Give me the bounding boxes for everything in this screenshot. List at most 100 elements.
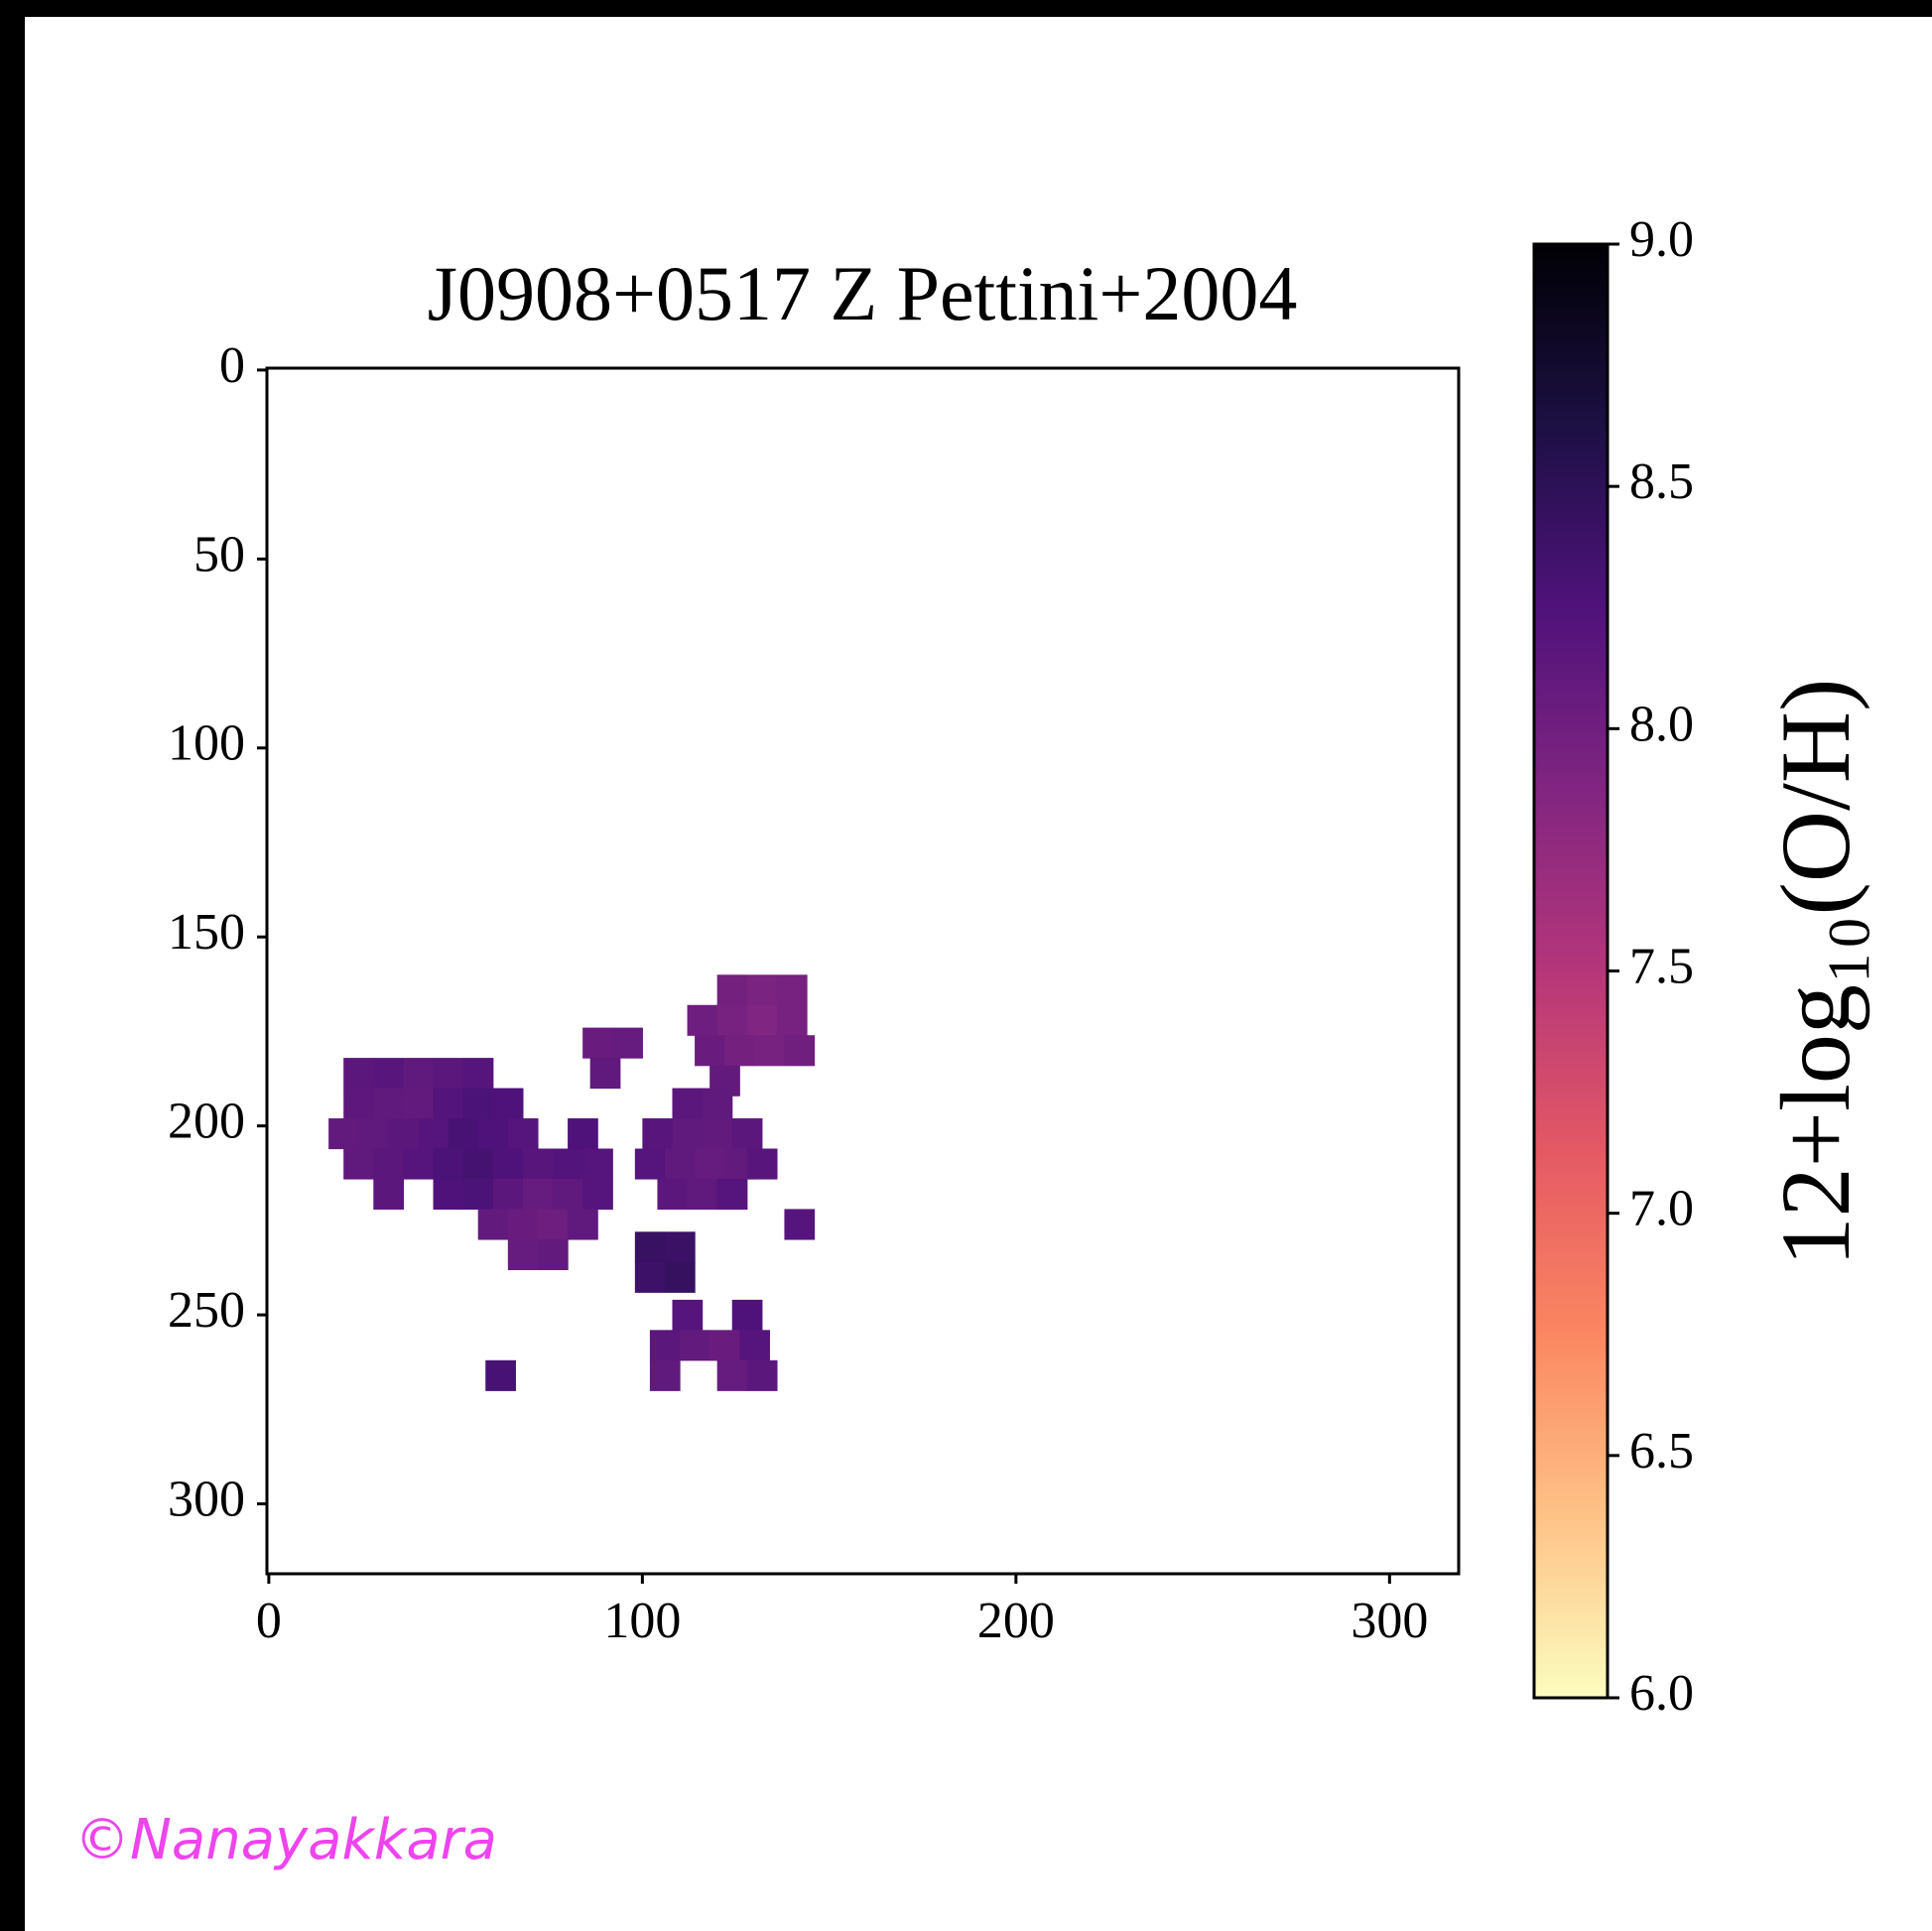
pixel-cell <box>716 974 748 1006</box>
pixel-cell <box>433 1058 464 1090</box>
chart-title: J0908+0517 Z Pettini+2004 <box>428 250 1298 336</box>
pixel-cell <box>477 1209 509 1240</box>
pixel-cell <box>776 1004 808 1036</box>
pixel-cell <box>403 1148 435 1180</box>
pixel-cell <box>462 1088 494 1119</box>
pixel-cell <box>343 1058 374 1090</box>
colorbar-label: 12+log₁₀(O/H) <box>1760 679 1870 1267</box>
colorbar <box>1532 242 1610 1700</box>
pixel-cell <box>343 1088 374 1119</box>
pixel-cell <box>582 1178 613 1211</box>
y-tick-label: 0 <box>219 337 245 394</box>
pixel-cell <box>672 1299 704 1331</box>
pixel-cell <box>754 1035 786 1067</box>
pixel-cell <box>612 1027 643 1059</box>
pixel-cell <box>358 1118 389 1150</box>
pixel-cell <box>492 1088 524 1119</box>
colorbar-tick-label: 6.0 <box>1629 1665 1694 1722</box>
pixel-cell <box>746 1148 778 1180</box>
pixel-cell <box>784 1209 816 1240</box>
pixel-cell <box>462 1148 494 1180</box>
pixel-cell <box>672 1118 704 1150</box>
pixel-cell <box>664 1261 696 1293</box>
pixel-cell <box>388 1118 420 1150</box>
pixel-cell <box>731 1299 763 1331</box>
pixel-cell <box>687 1004 718 1036</box>
pixel-cell <box>582 1027 613 1059</box>
frame-top <box>0 0 1932 17</box>
pixel-cell <box>522 1178 554 1211</box>
pixel-cell <box>568 1209 598 1240</box>
x-tick-label: 300 <box>1351 1593 1428 1649</box>
pixel-cell <box>784 1035 816 1067</box>
pixel-cell <box>448 1118 479 1150</box>
pixel-cell <box>553 1148 583 1180</box>
frame-left <box>0 0 25 1931</box>
pixel-cell <box>709 1330 740 1361</box>
pixel-cell <box>672 1088 704 1119</box>
pixel-cell <box>649 1359 681 1391</box>
watermark: ©Nanayakkara <box>74 1808 497 1872</box>
pixel-cell <box>695 1035 725 1067</box>
y-tick-label: 250 <box>168 1282 245 1339</box>
pixel-cell <box>582 1148 613 1180</box>
pixel-cell <box>537 1209 569 1240</box>
pixel-cell <box>403 1088 435 1119</box>
pixel-cell <box>373 1178 405 1211</box>
pixel-cell <box>433 1148 464 1180</box>
pixel-cell <box>492 1148 524 1180</box>
y-tick-label: 200 <box>168 1094 245 1150</box>
pixel-cell <box>746 974 778 1006</box>
pixel-cell <box>739 1330 770 1361</box>
pixel-cell <box>553 1178 583 1211</box>
pixel-cell <box>537 1238 569 1270</box>
x-tick-label: 100 <box>603 1593 681 1649</box>
pixel-cell <box>680 1330 710 1361</box>
pixel-cell <box>776 974 808 1006</box>
pixel-cell <box>724 1035 755 1067</box>
pixel-cell <box>507 1209 539 1240</box>
y-tick-label: 100 <box>168 715 245 772</box>
pixel-cell <box>687 1178 718 1211</box>
pixel-cell <box>343 1148 374 1180</box>
pixel-cell <box>568 1118 598 1150</box>
pixel-cell <box>373 1148 405 1180</box>
pixel-cell <box>507 1238 539 1270</box>
pixel-cell <box>418 1118 450 1150</box>
pixel-cell <box>462 1178 494 1211</box>
pixel-cell <box>507 1118 539 1150</box>
colorbar-tick-label: 7.0 <box>1629 1181 1694 1237</box>
pixel-cell <box>664 1231 696 1263</box>
pixel-cell <box>373 1088 405 1119</box>
pixel-cell <box>634 1231 666 1263</box>
pixel-cell <box>664 1148 696 1180</box>
pixel-cell <box>649 1330 681 1361</box>
pixel-cell <box>433 1088 464 1119</box>
colorbar-tick-label: 8.0 <box>1629 696 1694 752</box>
pixel-cell <box>462 1058 494 1090</box>
pixel-cell <box>702 1118 733 1150</box>
y-tick-label: 150 <box>168 904 245 961</box>
y-tick-label: 300 <box>168 1471 245 1527</box>
pixel-cell <box>485 1359 516 1391</box>
colorbar-tick-label: 8.5 <box>1629 453 1694 510</box>
pixel-cell <box>746 1359 778 1391</box>
x-tick-label: 0 <box>256 1593 282 1649</box>
colorbar-tick-label: 9.0 <box>1629 211 1694 268</box>
axes-frame <box>265 366 1461 1576</box>
pixel-cell <box>716 1178 748 1211</box>
pixel-cell <box>492 1178 524 1211</box>
pixel-cell <box>634 1148 666 1180</box>
x-tick-label: 200 <box>977 1593 1055 1649</box>
pixel-cell <box>716 1359 748 1391</box>
pixel-cell <box>589 1058 621 1090</box>
pixel-cell <box>522 1148 554 1180</box>
pixel-cell <box>634 1261 666 1293</box>
y-tick-label: 50 <box>193 526 245 582</box>
pixel-cell <box>716 1004 748 1036</box>
pixel-cell <box>477 1118 509 1150</box>
pixel-cell <box>695 1148 725 1180</box>
colorbar-tick-label: 6.5 <box>1629 1423 1694 1480</box>
pixel-cell <box>403 1058 435 1090</box>
